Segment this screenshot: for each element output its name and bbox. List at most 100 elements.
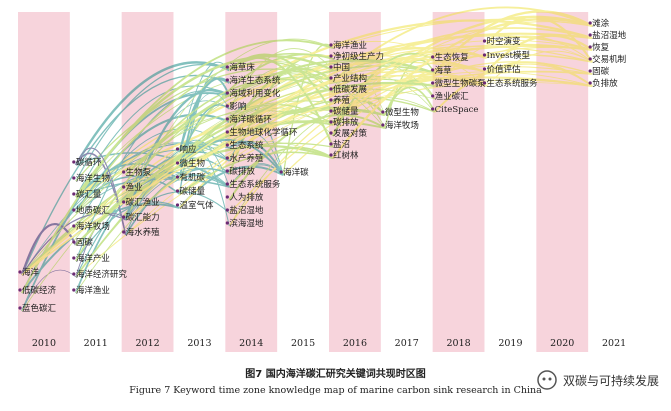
keyword-node xyxy=(175,161,180,165)
keyword-label: 海洋碳 xyxy=(283,167,309,178)
keyword-node xyxy=(329,142,333,146)
keyword-label: 海洋生态系统 xyxy=(229,75,281,86)
keyword-label: 响应 xyxy=(180,144,198,155)
keyword-label: 海洋牧场 xyxy=(385,120,419,131)
cooccurrence-link xyxy=(75,110,334,214)
keyword-node xyxy=(431,107,435,111)
cooccurrence-link xyxy=(228,146,334,188)
keyword-label: 碳储量 xyxy=(180,186,206,197)
cooccurrence-link xyxy=(75,142,230,214)
keyword-label: 红树林 xyxy=(333,150,359,161)
keyword-label: 生态恢复 xyxy=(435,52,470,63)
keyword-node xyxy=(18,270,22,274)
keyword-label: 价值评估 xyxy=(487,64,522,75)
keyword-label: 微型生物碳泵 xyxy=(435,78,487,89)
keyword-label: 影响 xyxy=(229,101,246,112)
keyword-node xyxy=(381,123,385,127)
keyword-label: 发展对策 xyxy=(333,128,368,139)
keyword-label: 海草床 xyxy=(229,62,255,73)
keyword-node xyxy=(225,65,229,69)
keyword-label: 海洋经济研究 xyxy=(76,269,128,280)
keyword-label: 海水养殖 xyxy=(126,227,161,238)
keyword-node xyxy=(225,182,229,186)
year-label: 2012 xyxy=(135,338,159,349)
cooccurrence-link xyxy=(125,43,593,206)
keyword-label: 海洋产业 xyxy=(76,253,110,264)
cooccurrence-link xyxy=(75,65,435,278)
keyword-node xyxy=(588,81,592,85)
keyword-label: 养殖 xyxy=(333,95,351,106)
cooccurrence-link xyxy=(74,113,230,214)
cooccurrence-link xyxy=(75,76,593,198)
keyword-node xyxy=(122,170,126,174)
cooccurrence-link xyxy=(125,167,230,221)
keyword-label: 蓝色碳汇 xyxy=(22,303,57,314)
keyword-label: 人为排放 xyxy=(229,192,264,203)
year-label: 2021 xyxy=(602,338,626,349)
keyword-label: 盐沼湿地 xyxy=(229,205,264,216)
keyword-label: 碳排放 xyxy=(333,117,359,128)
keyword-node xyxy=(225,156,229,160)
cooccurrence-link xyxy=(75,152,127,236)
keyword-node xyxy=(482,81,487,85)
keyword-label: 海洋 xyxy=(22,267,40,278)
keyword-label: 水产养殖 xyxy=(229,153,264,164)
keyword-node xyxy=(225,130,229,134)
keyword-label: 低碳经济 xyxy=(22,285,57,296)
keyword-node xyxy=(122,185,126,189)
cooccurrence-link xyxy=(75,52,334,214)
year-label: 2013 xyxy=(187,338,211,349)
cooccurrence-link xyxy=(21,213,126,276)
keyword-node xyxy=(588,33,592,37)
year-label: 2016 xyxy=(343,338,367,349)
keyword-node xyxy=(329,131,333,135)
cooccurrence-links xyxy=(20,6,594,312)
cooccurrence-link xyxy=(434,35,593,87)
keyword-node xyxy=(329,98,333,102)
keyword-node xyxy=(175,189,180,193)
keyword-node xyxy=(225,221,229,225)
keyword-node xyxy=(72,272,76,276)
keyword-node xyxy=(329,87,333,91)
keyword-node xyxy=(18,288,22,292)
keyword-node xyxy=(225,117,229,121)
keyword-node xyxy=(225,169,229,173)
keyword-label: 渔业 xyxy=(126,182,143,193)
year-label: 2018 xyxy=(446,338,470,349)
keyword-node xyxy=(431,55,435,59)
keyword-label: 产业结构 xyxy=(333,73,367,84)
keyword-label: 生态系统 xyxy=(229,140,264,151)
keyword-node xyxy=(122,215,126,219)
year-label: 2019 xyxy=(498,338,522,349)
keyword-label: 净初级生产力 xyxy=(333,51,384,62)
cooccurrence-link xyxy=(332,18,593,159)
keyword-label: 有机碳 xyxy=(180,172,206,183)
cooccurrence-link xyxy=(332,73,487,126)
keyword-node xyxy=(482,53,487,57)
keyword-label: 固碳 xyxy=(76,237,94,248)
keyword-node xyxy=(72,192,76,196)
figure-caption-english: Figure 7 Keyword time zone knowledge map… xyxy=(129,385,542,396)
year-label: 2010 xyxy=(32,338,56,349)
keyword-label: 海洋生物 xyxy=(76,173,111,184)
keyword-label: 生物地球化学循环 xyxy=(229,127,298,138)
cooccurrence-link xyxy=(74,61,230,166)
keyword-node xyxy=(329,54,333,58)
keyword-label: 海洋渔业 xyxy=(333,40,367,51)
cooccurrence-link xyxy=(75,81,435,246)
year-label: 2017 xyxy=(395,338,419,349)
keyword-node xyxy=(225,195,229,199)
keyword-label: 盐沼 xyxy=(333,139,350,150)
cooccurrence-link xyxy=(75,85,230,198)
time-zone-map: 海洋低碳经济蓝色碳汇碳循环海洋生物碳汇量地质碳汇海洋牧场固碳海洋产业海洋经济研究… xyxy=(18,6,627,352)
cooccurrence-link xyxy=(75,171,230,214)
keyword-node xyxy=(175,147,180,151)
cooccurrence-link xyxy=(229,71,593,162)
keyword-label: 盐沼湿地 xyxy=(592,30,627,41)
cooccurrence-link xyxy=(179,151,334,195)
keyword-node xyxy=(588,69,592,73)
cooccurrence-link xyxy=(178,27,593,209)
keyword-node xyxy=(482,67,487,71)
cooccurrence-link xyxy=(179,39,593,181)
